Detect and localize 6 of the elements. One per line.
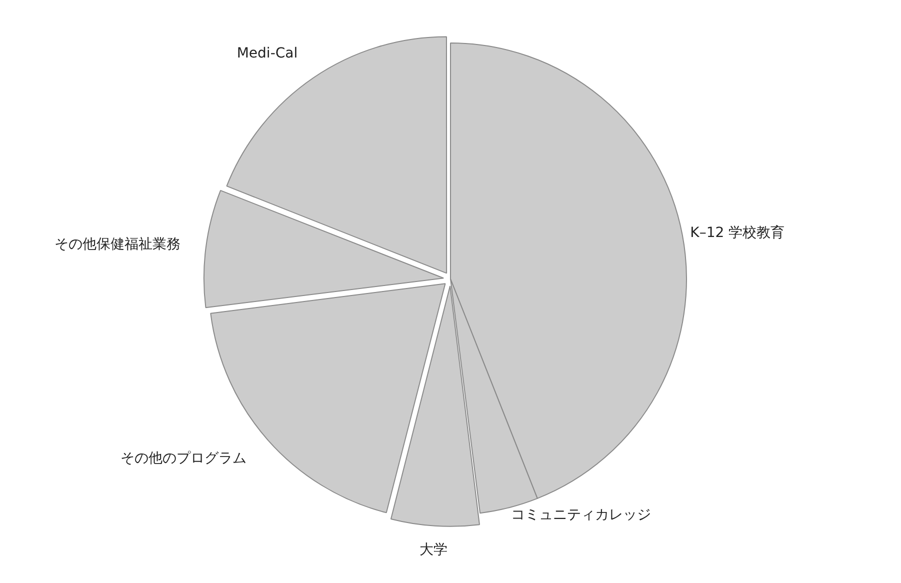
slice-label: その他保健福祉業務 [54,236,181,253]
slice-label: K–12 学校教育 [690,224,785,241]
slice-label: その他のプログラム [120,450,246,467]
slice-label: 大学 [419,542,448,558]
slice-label: Medi-Cal [236,46,298,62]
slice-label: コミュニティカレッジ [511,506,652,523]
